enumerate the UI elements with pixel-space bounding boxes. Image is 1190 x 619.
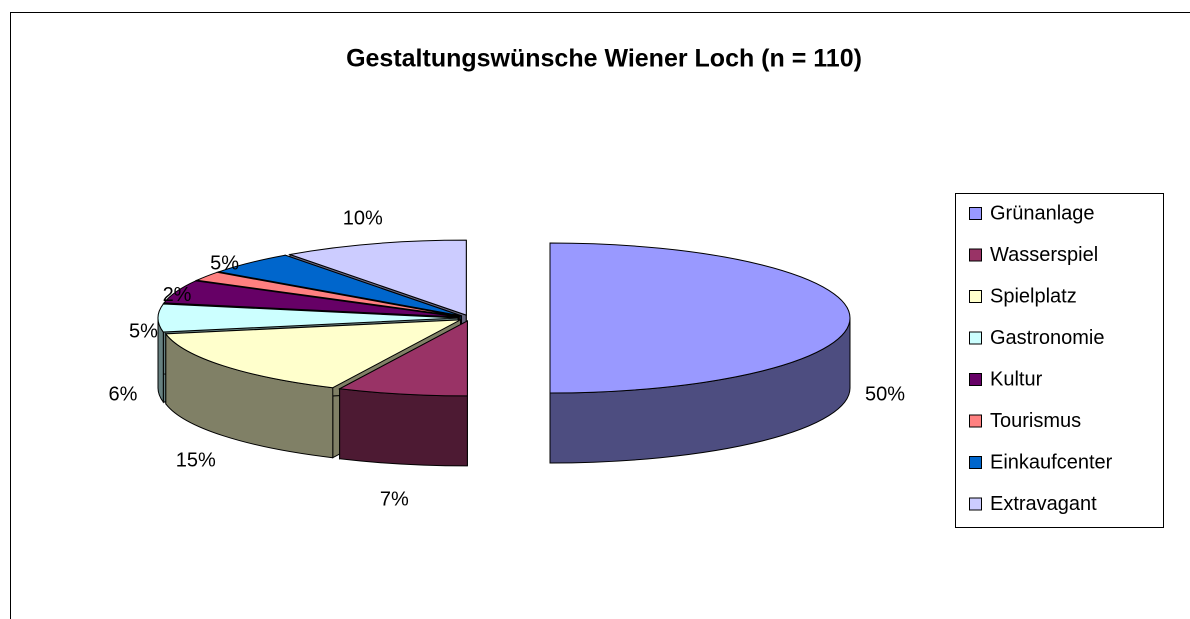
legend-swatch [969, 331, 982, 345]
legend-swatch [969, 497, 982, 511]
slice-top [164, 319, 461, 389]
slice-top [287, 239, 467, 316]
slice-wall [339, 388, 468, 467]
data-label: 15% [176, 449, 216, 471]
legend-swatch [969, 207, 982, 220]
data-label: 10% [343, 207, 383, 229]
slice-top [549, 242, 851, 394]
data-label: 5% [129, 321, 158, 343]
legend-label: Extravagant [990, 493, 1097, 515]
legend-label: Kultur [990, 368, 1043, 390]
legend-swatch [969, 248, 982, 262]
slice-top [157, 303, 459, 333]
data-label: 6% [109, 383, 138, 405]
legend-label: Tourismus [990, 410, 1081, 432]
legend-box [955, 193, 1164, 528]
slice-top [216, 254, 462, 317]
legend-swatch [969, 456, 982, 469]
legend-label: Grünanlage [990, 202, 1095, 224]
data-label: 2% [163, 284, 192, 306]
slice [549, 242, 851, 464]
legend-label: Spielplatz [990, 285, 1077, 307]
slice-top [163, 280, 459, 318]
legend-label: Gastronomie [990, 327, 1105, 349]
slice [337, 320, 468, 467]
data-label: 7% [380, 489, 409, 511]
legend-swatch [969, 373, 982, 386]
legend-swatch [969, 290, 982, 303]
slice-top [195, 271, 460, 317]
chart-title: Gestaltungswünsche Wiener Loch (n = 110) [346, 45, 862, 73]
legend-label: Wasserspiel [990, 244, 1098, 266]
data-label: 50% [865, 383, 905, 405]
legend-label: Einkaufcenter [990, 451, 1113, 473]
data-label: 5% [210, 252, 239, 274]
legend-swatch [969, 414, 982, 428]
slice-top [337, 320, 468, 397]
